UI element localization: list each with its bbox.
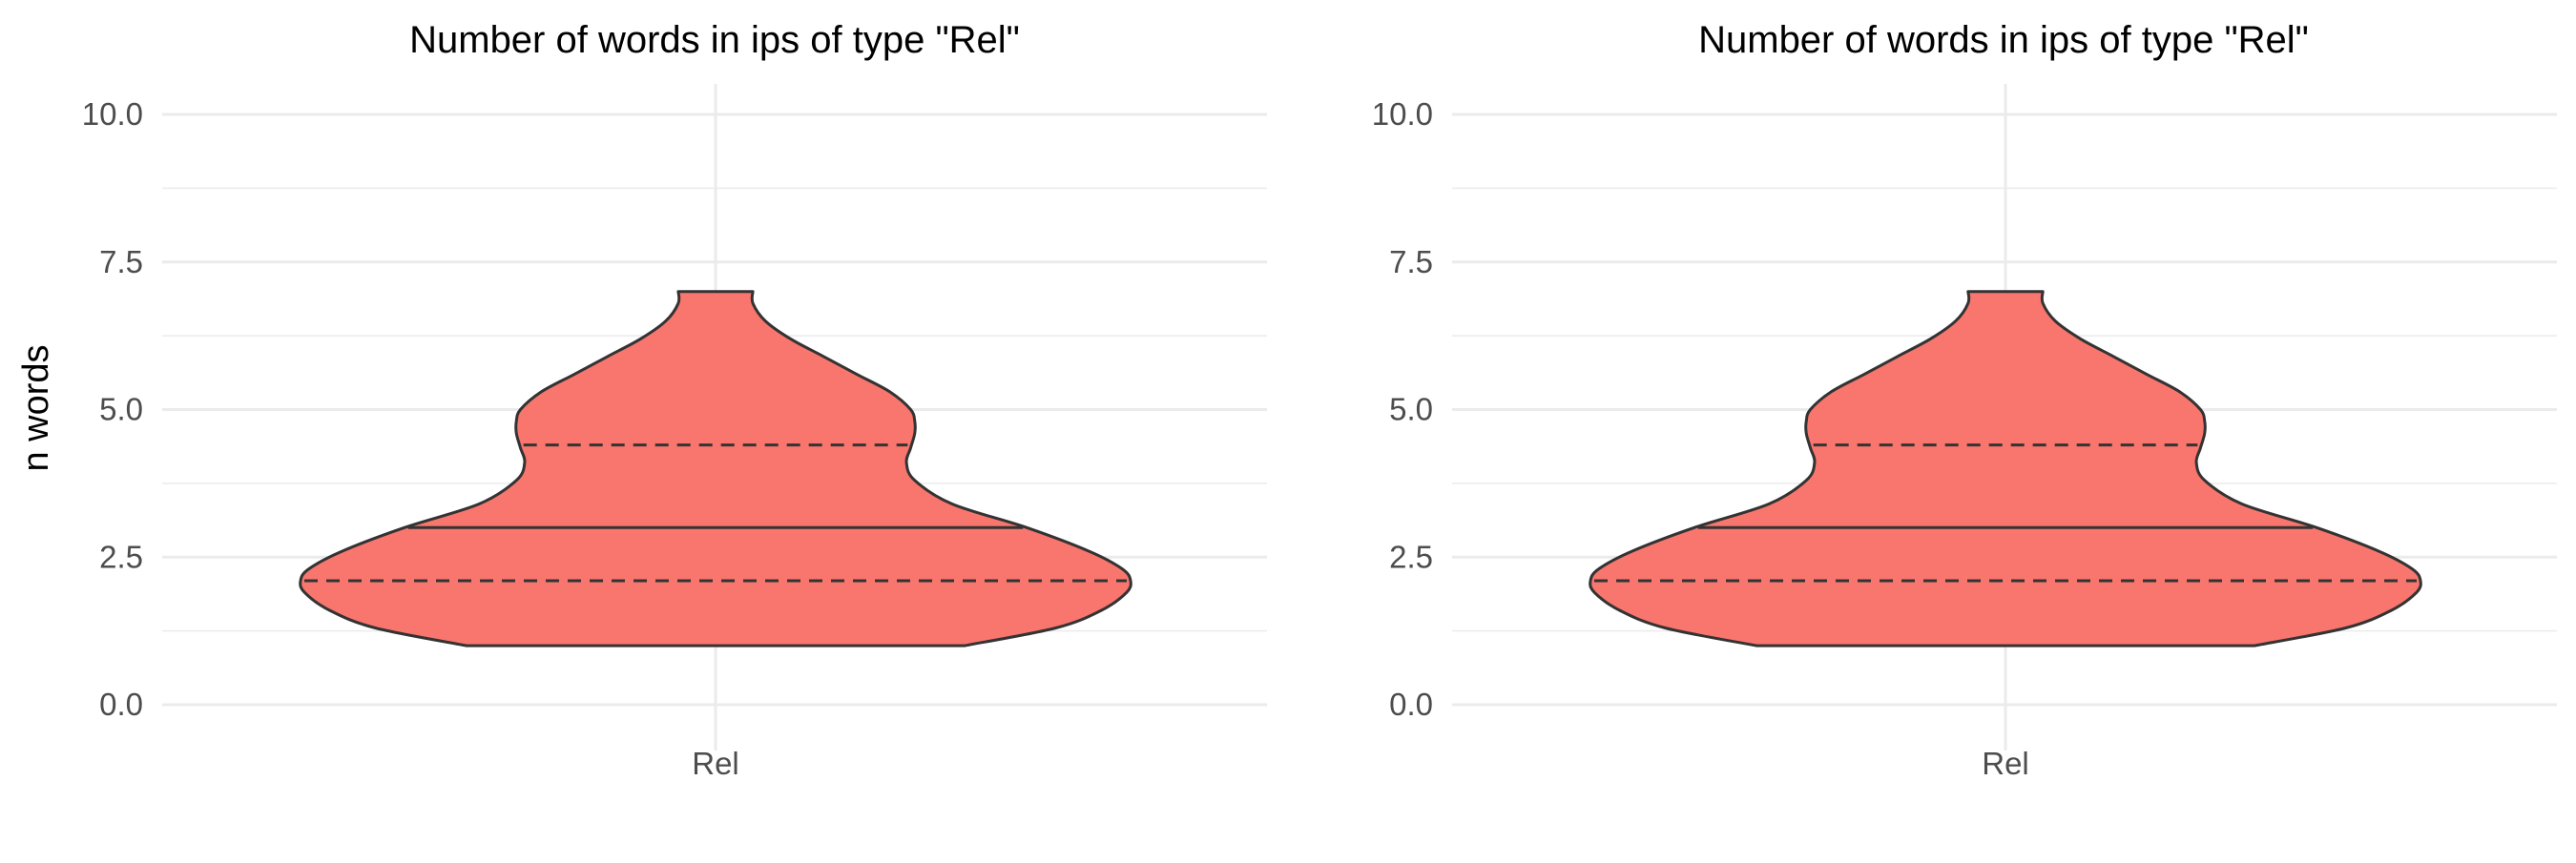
y-tick-label: 7.5 xyxy=(1389,244,1433,279)
x-tick-label: Rel xyxy=(692,746,739,781)
y-tick-label: 10.0 xyxy=(82,96,143,132)
chart-title: Number of words in ips of type "Rel" xyxy=(409,19,1020,61)
chart-panel-1: 0.0 2.5 5.0 7.5 10.0 Rel Number of words in ip… xyxy=(16,19,1267,781)
y-tick-label: 10.0 xyxy=(1372,96,1433,132)
chart-title: Number of words in ips of type "Rel" xyxy=(1698,19,2309,61)
y-tick-label: 0.0 xyxy=(1389,687,1433,722)
y-tick-label: 5.0 xyxy=(99,392,143,427)
violin-body xyxy=(1589,290,2422,647)
y-tick-label: 0.0 xyxy=(99,687,143,722)
y-tick-label: 7.5 xyxy=(99,244,143,279)
y-tick-label: 5.0 xyxy=(1389,392,1433,427)
y-axis-title: n words xyxy=(16,344,56,471)
y-tick-label: 2.5 xyxy=(99,539,143,574)
violin-body xyxy=(299,290,1132,647)
y-tick-label: 2.5 xyxy=(1389,539,1433,574)
x-tick-label: Rel xyxy=(1982,746,2029,781)
chart-panel-2: 0.0 2.5 5.0 7.5 10.0 Rel Number of words in ip… xyxy=(1372,19,2557,781)
